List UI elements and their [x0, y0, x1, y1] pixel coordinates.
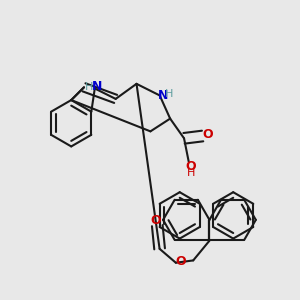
Text: N: N — [92, 80, 102, 93]
Text: H: H — [85, 82, 94, 92]
Text: O: O — [202, 128, 213, 141]
Text: O: O — [176, 255, 187, 268]
Text: O: O — [151, 214, 161, 227]
Text: O: O — [186, 160, 196, 173]
Text: N: N — [158, 89, 169, 102]
Text: H: H — [164, 89, 173, 99]
Text: H: H — [187, 168, 195, 178]
